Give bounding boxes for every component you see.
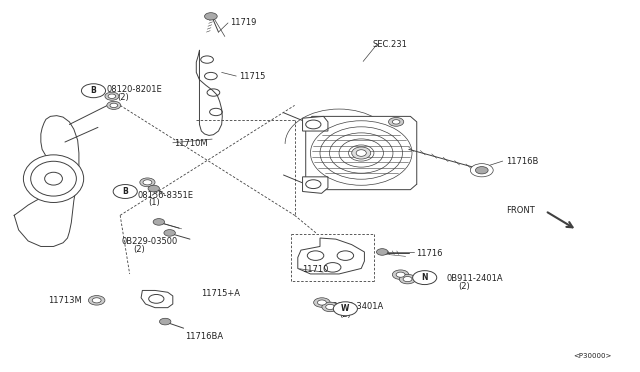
Circle shape [413,271,436,285]
Circle shape [92,298,101,303]
Circle shape [307,251,324,260]
Text: 0B229-03500: 0B229-03500 [122,237,178,246]
Text: 11715: 11715 [239,72,265,81]
Circle shape [376,248,388,255]
Text: (2): (2) [117,93,129,102]
Circle shape [399,274,416,284]
Polygon shape [298,238,364,274]
Circle shape [88,296,105,305]
Circle shape [143,180,152,185]
Circle shape [205,13,217,20]
Text: 11719: 11719 [230,19,256,28]
Text: FRONT: FRONT [506,206,534,215]
Text: N: N [421,273,428,282]
Text: B: B [91,86,97,95]
Circle shape [148,295,164,303]
Circle shape [164,230,175,236]
Circle shape [105,92,119,100]
Polygon shape [303,177,328,193]
Ellipse shape [352,147,371,159]
Text: (1): (1) [148,198,161,207]
Circle shape [396,272,405,277]
Ellipse shape [24,155,84,202]
Circle shape [148,185,159,192]
Circle shape [392,120,400,124]
Text: SEC.231: SEC.231 [372,40,407,49]
Circle shape [317,300,326,305]
Polygon shape [303,116,328,131]
Text: (2): (2) [339,310,351,319]
Text: 11715+A: 11715+A [201,289,240,298]
Circle shape [107,101,121,109]
Text: 11710: 11710 [302,265,328,275]
Circle shape [314,298,330,307]
Text: 11713M: 11713M [49,296,82,305]
Polygon shape [306,116,417,190]
Circle shape [108,94,116,99]
Text: 08156-8351E: 08156-8351E [138,191,194,200]
Ellipse shape [45,172,63,185]
Text: B: B [122,187,128,196]
Text: 11716BA: 11716BA [185,332,223,341]
Circle shape [306,180,321,189]
Circle shape [392,270,409,279]
Text: 11710M: 11710M [174,139,208,148]
Circle shape [476,167,488,174]
Polygon shape [141,291,173,308]
Circle shape [306,120,321,129]
Text: (2): (2) [458,282,470,291]
Circle shape [333,302,357,316]
Circle shape [81,84,106,98]
Text: 08915-3401A: 08915-3401A [328,302,384,311]
Text: W: W [341,304,349,313]
Circle shape [159,318,171,325]
Text: 08120-8201E: 08120-8201E [106,86,162,94]
Circle shape [403,276,412,282]
Circle shape [322,302,339,312]
Text: <P30000>: <P30000> [573,353,612,359]
Circle shape [388,118,404,126]
Circle shape [140,178,155,187]
Text: 11716: 11716 [417,249,443,258]
Text: 11716B: 11716B [506,157,538,166]
Text: 0B911-2401A: 0B911-2401A [447,274,504,283]
Ellipse shape [31,161,76,196]
Circle shape [470,164,493,177]
Circle shape [113,185,137,198]
Text: (2): (2) [133,244,145,254]
Circle shape [324,263,341,272]
Circle shape [326,304,335,310]
Circle shape [153,219,164,225]
Circle shape [337,251,354,260]
Circle shape [110,103,118,108]
Ellipse shape [356,150,366,156]
